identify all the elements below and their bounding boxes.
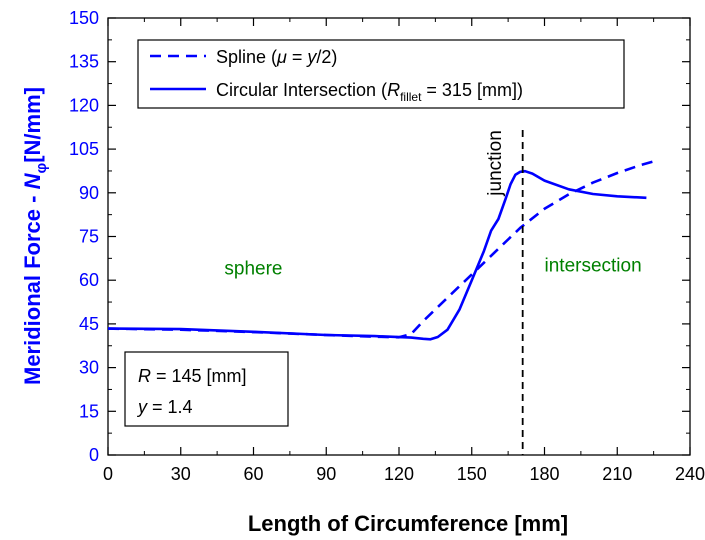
y-axis-title: Meridional Force - Nφ[N/mm] [20, 87, 50, 385]
y-tick-label: 75 [79, 227, 99, 247]
y-tick-label: 90 [79, 183, 99, 203]
junction-annotation: junction [485, 130, 506, 197]
y-tick-label: 15 [79, 401, 99, 421]
legend-label-circular: Circular Intersection (Rfillet = 315 [mm… [216, 80, 523, 104]
info-box-frame [124, 351, 289, 427]
x-tick-label: 120 [384, 464, 414, 484]
sphere-annotation: sphere [224, 258, 282, 279]
legend: Spline (μ = y/2) Circular Intersection (… [137, 39, 625, 109]
info-radius-label: R = 145 [mm] [138, 366, 247, 386]
x-axis-title: Length of Circumference [mm] [248, 511, 568, 536]
y-tick-label: 150 [69, 8, 99, 28]
x-tick-label: 150 [457, 464, 487, 484]
x-tick-label: 0 [103, 464, 113, 484]
y-tick-label: 30 [79, 358, 99, 378]
y-tick-label: 135 [69, 52, 99, 72]
x-tick-label: 210 [602, 464, 632, 484]
y-tick-label: 60 [79, 270, 99, 290]
parameter-info-box: R = 145 [mm] y = 1.4 [124, 351, 289, 427]
y-tick-label: 105 [69, 139, 99, 159]
x-tick-label: 60 [243, 464, 263, 484]
series-circular-intersection-line [107, 169, 647, 341]
x-axis-ticks: 0 30 60 90 120 150 180 210 240 [103, 18, 705, 484]
series-layer [107, 159, 657, 341]
legend-box [137, 39, 625, 109]
y-tick-label: 120 [69, 95, 99, 115]
series-spline-line [107, 159, 657, 339]
intersection-annotation: intersection [545, 255, 642, 276]
x-tick-label: 30 [171, 464, 191, 484]
x-tick-label: 180 [529, 464, 559, 484]
y-tick-label: 45 [79, 314, 99, 334]
info-gamma-label: y = 1.4 [136, 397, 193, 417]
y-tick-label: 0 [89, 445, 99, 465]
x-tick-label: 90 [316, 464, 336, 484]
legend-label-spline: Spline (μ = y/2) [216, 47, 337, 67]
y-axis-ticks: 0 15 30 45 60 75 90 105 120 135 150 [69, 8, 690, 465]
x-tick-label: 240 [675, 464, 705, 484]
